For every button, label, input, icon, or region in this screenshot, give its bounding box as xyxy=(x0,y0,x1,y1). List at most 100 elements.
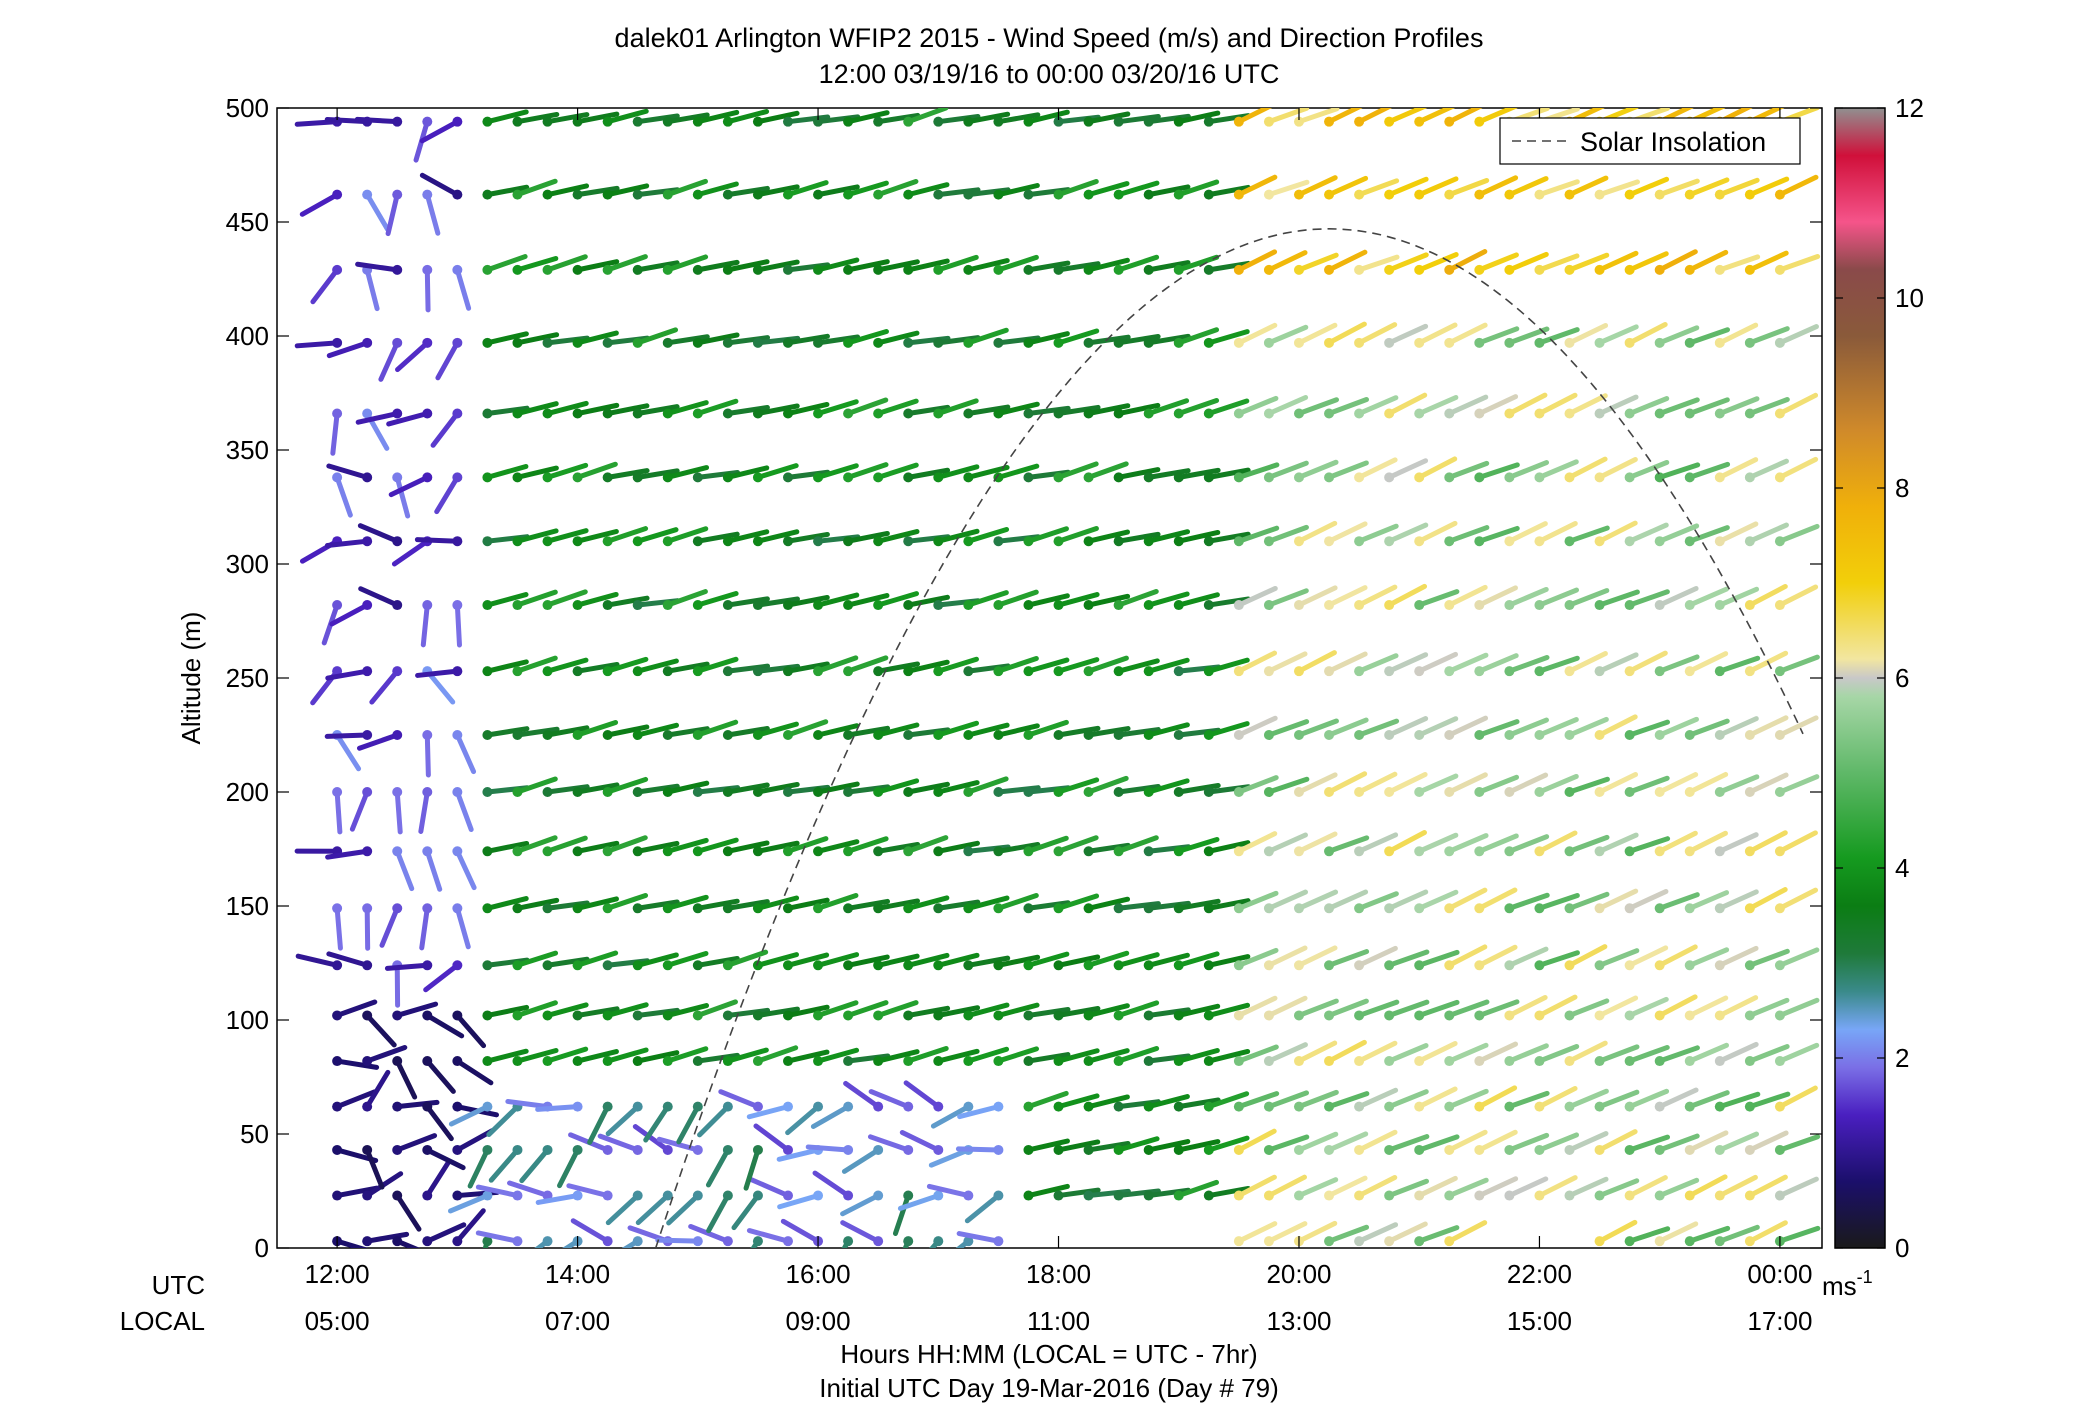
wind-barb-dot xyxy=(422,337,433,348)
wind-barb xyxy=(845,836,889,854)
wind-barb xyxy=(697,1104,731,1138)
wind-barb xyxy=(1777,1042,1820,1064)
wind-barb-dot xyxy=(1654,1236,1665,1247)
wind-barb xyxy=(665,726,710,738)
wind-barb xyxy=(325,848,370,860)
wind-barb-dot xyxy=(1774,1190,1785,1201)
wind-barb-dot xyxy=(1053,408,1064,419)
wind-barb xyxy=(1476,1085,1518,1110)
wind-barb xyxy=(1687,249,1729,273)
wind-barb xyxy=(665,837,709,854)
wind-barb-dot xyxy=(843,536,854,547)
wind-barb xyxy=(1597,995,1639,1018)
wind-barb-dot xyxy=(1293,666,1304,677)
wind-barb-dot xyxy=(1444,1236,1455,1247)
wind-barb-dot xyxy=(452,666,463,677)
wind-barb-dot xyxy=(422,1056,433,1067)
wind-barb-dot xyxy=(722,787,733,797)
wind-barb xyxy=(1086,181,1130,198)
wind-barb-dot xyxy=(1143,846,1154,857)
wind-barb xyxy=(1056,1006,1101,1018)
wind-barb xyxy=(1206,1091,1250,1110)
wind-barb xyxy=(394,474,411,519)
wind-barb xyxy=(1446,833,1489,854)
wind-barb-dot xyxy=(722,337,733,348)
wind-barb-dot xyxy=(1083,600,1094,611)
wind-barb xyxy=(1296,459,1339,480)
wind-barb-dot xyxy=(903,536,914,547)
wind-barb-dot xyxy=(1143,408,1154,419)
wind-barb-dot xyxy=(1414,264,1425,275)
wind-barb xyxy=(424,1104,454,1142)
wind-barb-dot xyxy=(422,116,433,127)
wind-barb xyxy=(1687,586,1729,608)
wind-barb-dot xyxy=(1564,264,1575,275)
x-tick-label-utc: 22:00 xyxy=(1507,1259,1572,1289)
wind-barb xyxy=(1777,1225,1821,1244)
wind-barb-dot xyxy=(1504,666,1515,677)
wind-barb xyxy=(1687,461,1731,480)
wind-barb-dot xyxy=(1173,1101,1184,1112)
wind-barb-dot xyxy=(1624,960,1635,971)
wind-barb-dot xyxy=(1654,600,1665,611)
wind-barb xyxy=(903,1080,941,1110)
wind-barb xyxy=(1657,1133,1700,1153)
wind-barb xyxy=(587,1104,611,1145)
wind-barb-dot xyxy=(722,189,733,200)
wind-barb-dot xyxy=(392,189,403,200)
wind-barb xyxy=(1747,830,1788,854)
wind-barb-dot xyxy=(1023,600,1034,611)
wind-barb-dot xyxy=(1293,903,1304,914)
wind-barb xyxy=(434,474,460,515)
wind-barb xyxy=(488,1147,520,1183)
wind-barb xyxy=(349,789,370,832)
wind-barb xyxy=(545,335,590,346)
wind-barb xyxy=(815,463,859,480)
wind-barb-dot xyxy=(933,264,944,275)
wind-barb-dot xyxy=(542,600,553,611)
wind-barb xyxy=(695,469,741,480)
wind-barb xyxy=(1717,1224,1760,1244)
wind-barb-dot xyxy=(993,666,1004,677)
wind-barb-dot xyxy=(722,264,733,275)
wind-barb xyxy=(1446,652,1489,674)
wind-barb xyxy=(1056,835,1099,854)
wind-barb-dot xyxy=(722,472,733,483)
wind-barb-dot xyxy=(1654,536,1665,547)
wind-barb-dot xyxy=(993,903,1004,914)
wind-barb xyxy=(1446,999,1490,1018)
wind-barb xyxy=(1506,994,1548,1018)
wind-barb-dot xyxy=(1173,408,1184,419)
wind-barb-dot xyxy=(332,903,343,914)
wind-barb-dot xyxy=(1173,189,1184,200)
wind-barb xyxy=(1567,998,1610,1018)
wind-barb xyxy=(665,526,709,544)
wind-barb xyxy=(665,1046,709,1064)
wind-barb xyxy=(1116,402,1161,417)
wind-barb xyxy=(1446,322,1488,346)
wind-barb-dot xyxy=(1053,1144,1064,1155)
wind-barb xyxy=(665,400,709,417)
wind-barb xyxy=(995,723,1040,738)
wind-barb xyxy=(605,403,650,417)
wind-barb xyxy=(1116,254,1160,273)
wind-barb-dot xyxy=(782,116,793,127)
wind-barb-dot xyxy=(1113,960,1124,971)
wind-barb xyxy=(785,1004,830,1018)
wind-barb xyxy=(1206,467,1251,480)
wind-barb xyxy=(1056,261,1101,273)
wind-barb-dot xyxy=(903,472,914,483)
wind-barb xyxy=(1747,583,1788,608)
wind-barb-dot xyxy=(1534,1101,1545,1112)
wind-barb xyxy=(1056,328,1100,346)
wind-barb xyxy=(665,465,710,480)
wind-barb xyxy=(635,658,679,674)
wind-barb xyxy=(334,1238,369,1248)
wind-barb-dot xyxy=(1474,1144,1485,1155)
wind-barb-dot xyxy=(963,1010,974,1021)
wind-barb-dot xyxy=(1684,846,1695,857)
wind-barb-dot xyxy=(542,408,553,419)
wind-barb xyxy=(419,119,460,144)
wind-barb-dot xyxy=(632,189,643,200)
wind-barb xyxy=(1476,394,1519,417)
